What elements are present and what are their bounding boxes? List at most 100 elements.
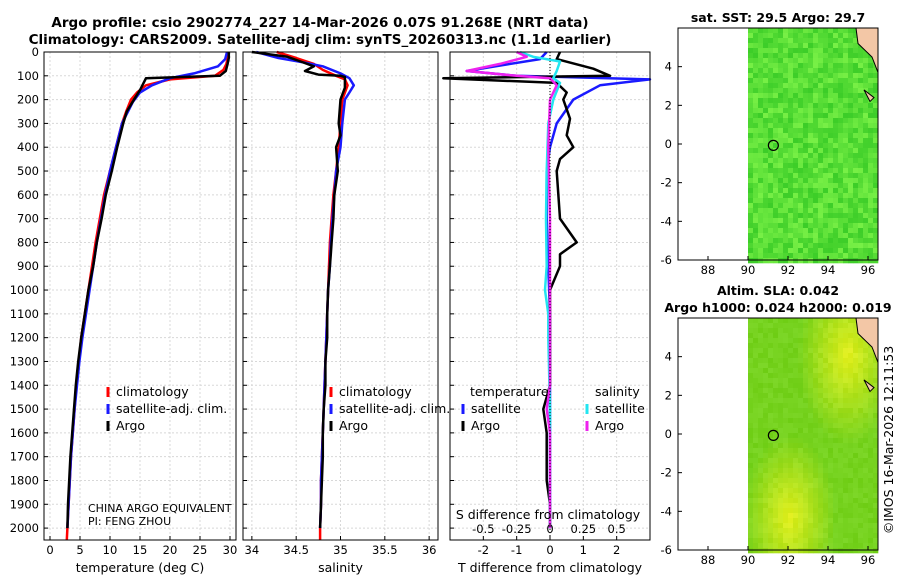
map-cell [853,233,859,239]
map-cell [823,223,829,229]
map-cell [843,53,849,59]
map-cell [768,73,774,79]
map-cell [793,378,799,384]
map-cell [818,38,824,44]
map-cell [823,168,829,174]
map-cell [783,333,789,339]
map-cell [763,168,769,174]
map-cell [793,148,799,154]
map-cell [863,243,869,249]
map-cell [768,98,774,104]
map-cell [828,503,834,509]
map-cell [798,468,804,474]
map-cell [853,103,859,109]
map-cell [778,483,784,489]
map-cell [778,478,784,484]
map-cell [818,228,824,234]
map-cell [763,208,769,214]
map-cell [813,428,819,434]
map-cell [803,343,809,349]
map-cell [833,108,839,114]
map-cell [863,358,869,364]
map-cell [758,388,764,394]
map-cell [843,153,849,159]
map-cell [748,123,754,129]
map-cell [783,548,789,554]
map-cell [788,143,794,149]
map-cell [793,383,799,389]
map-cell [803,148,809,154]
map-cell [868,508,874,514]
map-cell [833,388,839,394]
map-cell [828,413,834,419]
map-cell [843,158,849,164]
map-cell [843,63,849,69]
map-cell [853,133,859,139]
map-cell [833,153,839,159]
map-cell [818,438,824,444]
map-cell [783,188,789,194]
map-cell [783,78,789,84]
map-cell [788,508,794,514]
map-cell [803,438,809,444]
map-cell [758,393,764,399]
map-cell [788,408,794,414]
map-cell [838,28,844,34]
map-cell [788,108,794,114]
map-cell [813,83,819,89]
map-cell [818,183,824,189]
map-cell [868,248,874,254]
map-cell [773,208,779,214]
map-cell [798,218,804,224]
map-cell [768,38,774,44]
map-cell [798,103,804,109]
map-cell [763,363,769,369]
map-cell [778,83,784,89]
map-cell [758,43,764,49]
map-cell [783,408,789,414]
map-cell [863,223,869,229]
map-cell [763,138,769,144]
legend-label-satellite: satellite-adj. clim. [339,401,450,416]
map-cell [833,223,839,229]
map-cell [798,373,804,379]
map-cell [793,468,799,474]
map-cell [823,543,829,549]
map-cell [843,223,849,229]
map-cell [818,393,824,399]
map-cell [808,408,814,414]
map-cell [803,248,809,254]
map-cell [818,548,824,554]
map-cell [793,343,799,349]
map-cell [753,508,759,514]
map-cell [818,193,824,199]
map-cell [808,43,814,49]
map-cell [778,538,784,544]
map-cell [763,323,769,329]
map-cell [823,218,829,224]
map-cell [863,108,869,114]
map-cell [778,373,784,379]
map-cell [803,53,809,59]
map-cell [868,423,874,429]
map-cell [793,548,799,554]
map-cell [833,168,839,174]
map-cell [843,358,849,364]
map-cell [758,368,764,374]
map-cell [748,503,754,509]
map-cell [768,173,774,179]
map-cell [813,248,819,254]
map-cell [803,398,809,404]
map-cell [863,83,869,89]
map-cell [753,193,759,199]
map-cell [773,83,779,89]
map-cell [758,103,764,109]
map-cell [803,533,809,539]
map-cell [838,548,844,554]
map-cell [823,123,829,129]
map-cell [863,538,869,544]
map-cell [783,393,789,399]
map-cell [848,438,854,444]
map-cell [808,98,814,104]
map-cell [753,38,759,44]
